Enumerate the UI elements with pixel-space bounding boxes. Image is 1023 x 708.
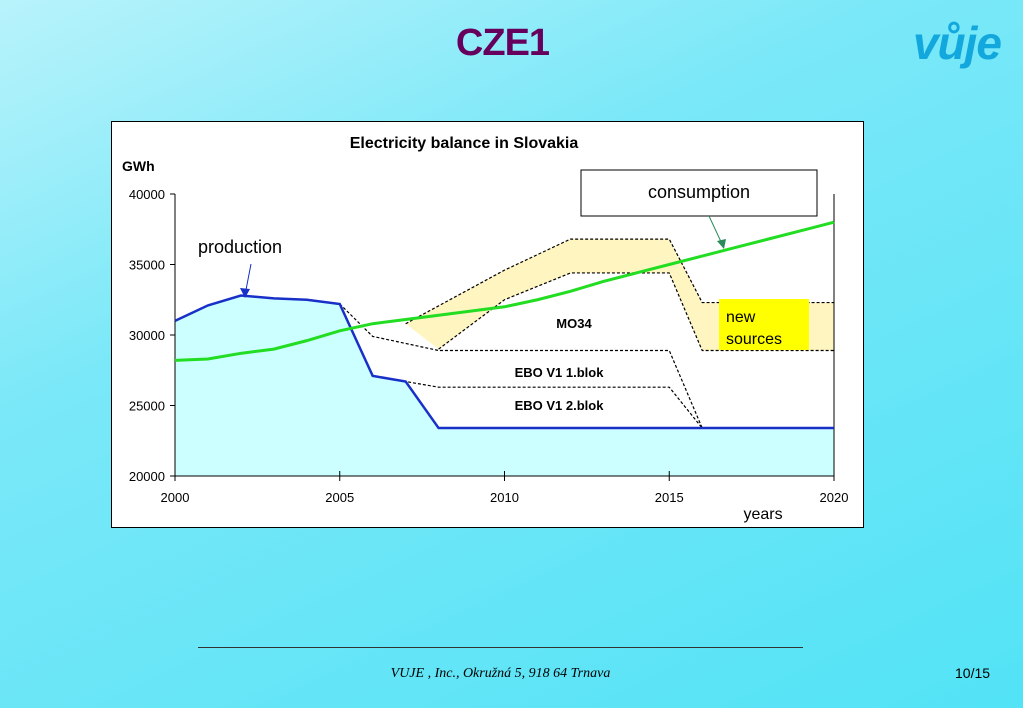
ebo1-label: EBO V1 1.blok <box>515 365 605 380</box>
ebo2-label: EBO V1 2.blok <box>515 398 605 413</box>
y-tick-label: 25000 <box>129 399 165 414</box>
vuje-logo: vůje <box>912 17 1002 69</box>
boundary-line-2 <box>438 272 834 352</box>
new-sources-label-line2: sources <box>726 331 782 348</box>
x-tick-label: 2015 <box>655 490 684 505</box>
consumption-arrowhead <box>717 239 726 249</box>
consumption-label: consumption <box>648 182 750 202</box>
footer-address: VUJE , Inc., Okružná 5, 918 64 Trnava <box>390 666 611 681</box>
consumption-line <box>174 220 835 362</box>
chart-title: Electricity balance in Slovakia <box>350 135 579 152</box>
new-sources-label-line1: new <box>726 309 756 326</box>
footer-divider <box>198 647 803 648</box>
mo34-label: MO34 <box>556 316 592 331</box>
y-tick-label: 40000 <box>129 187 165 202</box>
production-line <box>174 294 834 430</box>
y-tick-label: 20000 <box>129 469 165 484</box>
y-tick-label: 35000 <box>129 258 165 273</box>
slide-title: CZE1 <box>455 22 550 64</box>
y-tick-label: 30000 <box>129 328 165 343</box>
page-number: 10/15 <box>955 665 991 681</box>
x-tick-label: 2020 <box>820 490 849 505</box>
chart-frame: Electricity balance in Slovakia GWh year… <box>111 121 864 528</box>
production-area <box>175 295 834 476</box>
new-sources-box <box>719 299 809 350</box>
consumption-box <box>580 169 818 217</box>
y-axis-label: GWh <box>122 158 155 174</box>
production-label: production <box>198 237 282 257</box>
x-tick-label: 2010 <box>490 490 519 505</box>
x-tick-label: 2005 <box>325 490 354 505</box>
x-axis-label: years <box>743 506 782 523</box>
x-tick-label: 2000 <box>161 490 190 505</box>
production-arrowhead <box>240 288 250 298</box>
electricity-balance-chart: Electricity balance in Slovakia GWh year… <box>122 135 849 523</box>
